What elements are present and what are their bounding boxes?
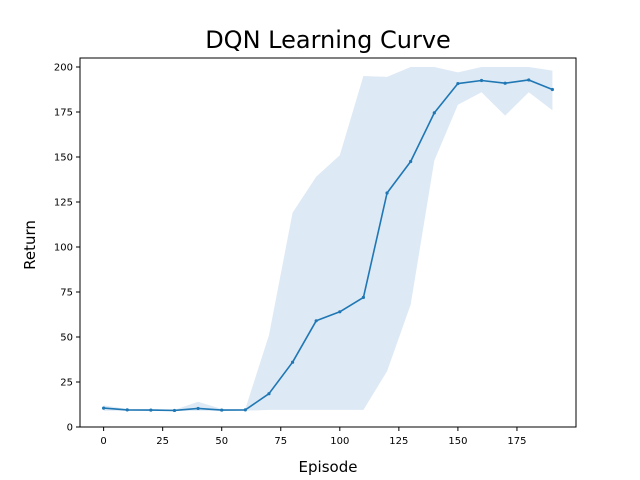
data-point	[102, 406, 106, 410]
data-point	[125, 408, 129, 412]
data-point	[290, 360, 295, 364]
chart-title: DQN Learning Curve	[205, 26, 451, 54]
x-axis-label: Episode	[299, 458, 358, 476]
x-tick-label: 25	[156, 436, 169, 447]
y-tick-label: 100	[54, 243, 73, 254]
y-tick-label: 50	[60, 333, 73, 344]
data-point	[243, 408, 247, 412]
y-tick-label: 175	[54, 108, 73, 119]
data-point	[338, 310, 342, 314]
y-tick-label: 125	[54, 198, 73, 209]
series-line	[103, 79, 553, 412]
x-tick-label: 175	[507, 436, 526, 447]
y-tick-label: 200	[54, 63, 73, 74]
data-point	[385, 191, 389, 195]
x-tick-label: 100	[330, 436, 349, 447]
data-point	[503, 81, 507, 85]
x-tick-label: 150	[448, 436, 467, 447]
data-point	[361, 295, 366, 299]
y-axis: 0 25 50 75 100 125 150 175 200	[54, 63, 80, 434]
data-point	[172, 408, 177, 413]
confidence-band	[103, 67, 553, 411]
y-tick-label: 0	[67, 423, 73, 434]
y-tick-label: 25	[60, 378, 73, 389]
data-point	[432, 111, 436, 115]
x-axis: 0 25 50 75 100 125 150 175	[100, 427, 526, 447]
data-point	[479, 78, 484, 83]
y-tick-label: 75	[60, 288, 73, 299]
x-tick-label: 125	[389, 436, 408, 447]
data-point	[550, 87, 554, 92]
data-point	[196, 406, 200, 411]
x-tick-label: 75	[274, 436, 287, 447]
data-point	[314, 319, 318, 323]
y-tick-label: 150	[54, 153, 73, 164]
data-point	[149, 408, 153, 412]
data-point	[220, 408, 224, 412]
y-axis-label: Return	[21, 220, 39, 270]
x-tick-label: 0	[100, 436, 106, 447]
data-point	[267, 392, 271, 396]
x-tick-label: 50	[215, 436, 228, 447]
data-point	[527, 78, 531, 82]
plot-area	[102, 67, 554, 413]
data-point	[409, 159, 413, 164]
data-point	[456, 81, 460, 86]
plot-frame	[79, 57, 577, 428]
